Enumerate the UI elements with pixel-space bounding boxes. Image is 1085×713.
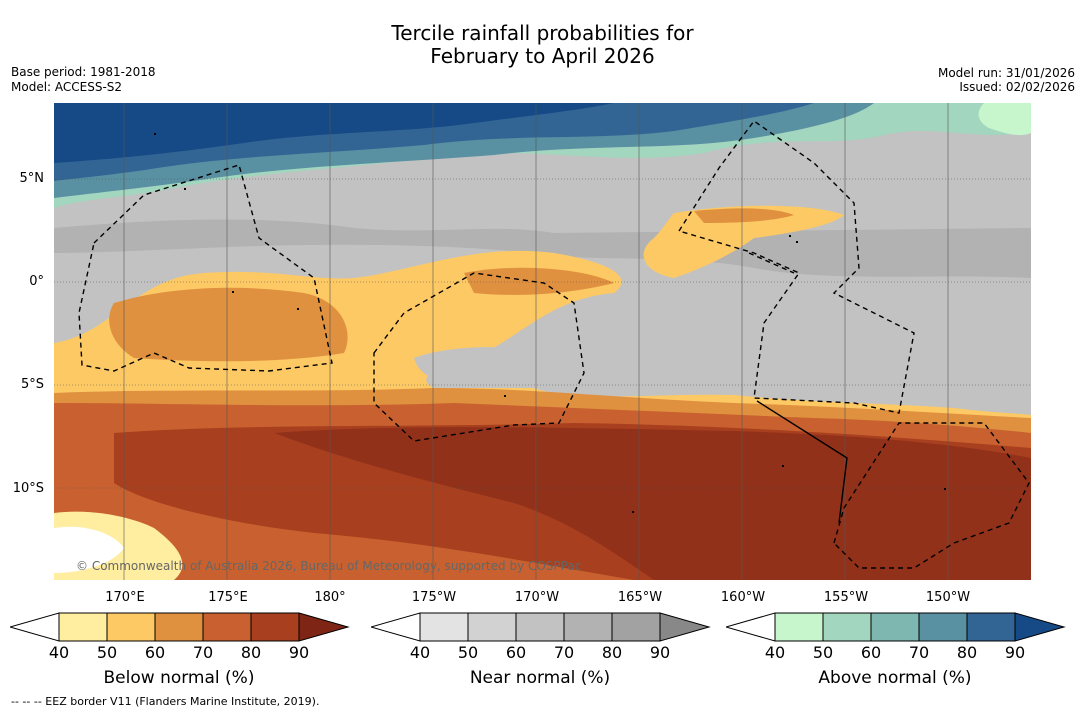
near-normal-cell-central: [414, 347, 554, 386]
below-tick-50: 50: [96, 643, 118, 662]
lon-label-160w: 160°W: [720, 590, 766, 605]
near-normal-segment-over-90: [659, 612, 711, 642]
above-normal-band-90: [54, 103, 614, 163]
near-tick-60: 60: [505, 643, 527, 662]
lon-label-180: 180°: [314, 590, 346, 605]
base-period: Base period: 1981-2018: [11, 65, 156, 79]
near-normal-segment-40-50: [419, 612, 469, 642]
longitude-gridlines: [123, 103, 949, 580]
near-tick-80: 80: [601, 643, 623, 662]
near-tick-90: 90: [649, 643, 671, 662]
above-normal-segment-80-90: [966, 612, 1016, 642]
lon-label-170w: 170°W: [514, 590, 560, 605]
lon-label-170e: 170°E: [105, 590, 145, 605]
map-title-line2: February to April 2026: [430, 44, 655, 68]
near-normal-segment-50-60: [467, 612, 517, 642]
above-tick-40: 40: [764, 643, 786, 662]
lon-label-175e: 175°E: [208, 590, 248, 605]
below-tick-90: 90: [288, 643, 310, 662]
below-normal-segment-60-70: [154, 612, 204, 642]
below-normal-band-90: [274, 427, 1031, 580]
colorbar-near-normal: [371, 612, 711, 642]
rainfall-probability-map: © Commonwealth of Australia 2026, Bureau…: [54, 103, 1031, 580]
lat-label-10s: 10°S: [12, 481, 44, 496]
near-normal-band-70: [54, 219, 1031, 278]
model-name: Model: ACCESS-S2: [11, 80, 123, 94]
near-normal-title: Near normal (%): [469, 668, 611, 688]
copyright-notice: © Commonwealth of Australia 2026, Bureau…: [76, 559, 581, 573]
near-normal-segment-80-90: [611, 612, 661, 642]
near-tick-70: 70: [553, 643, 575, 662]
below-tick-40: 40: [48, 643, 70, 662]
model-run: Model run: 31/01/2026: [937, 66, 1075, 80]
below-normal-cell-central: [464, 267, 614, 295]
lat-label-0: 0°: [29, 274, 44, 289]
above-tick-90: 90: [1004, 643, 1026, 662]
below-tick-60: 60: [144, 643, 166, 662]
lon-label-155w: 155°W: [823, 590, 869, 605]
below-normal-segment-80-90: [250, 612, 300, 642]
lat-label-5n: 5°N: [19, 171, 45, 186]
below-tick-80: 80: [240, 643, 262, 662]
lon-label-175w: 175°W: [411, 590, 457, 605]
below-normal-segment-50-60: [106, 612, 156, 642]
eez-border-legend: -- -- -- EEZ border V11 (Flanders Marine…: [11, 695, 320, 708]
map-title-line1: Tercile rainfall probabilities for: [391, 21, 694, 45]
below-normal-segment-40-50: [58, 612, 108, 642]
above-normal-segment-60-70: [870, 612, 920, 642]
above-normal-segment-50-60: [822, 612, 872, 642]
near-normal-segment-70-80: [563, 612, 613, 642]
eez-solid-border: [756, 400, 848, 524]
below-normal-segment-over-90: [298, 612, 350, 642]
near-tick-50: 50: [457, 643, 479, 662]
near-tick-40: 40: [409, 643, 431, 662]
near-normal-segment-60-70: [515, 612, 565, 642]
island-markers: [154, 133, 946, 513]
colorbar-below-normal: [10, 612, 350, 642]
above-normal-segment-70-80: [918, 612, 968, 642]
below-normal-segment-70-80: [202, 612, 252, 642]
above-tick-60: 60: [860, 643, 882, 662]
above-normal-segment-over-90: [1014, 612, 1066, 642]
below-normal-cell-north-core: [694, 208, 794, 223]
above-tick-70: 70: [908, 643, 930, 662]
below-normal-title: Below normal (%): [103, 668, 255, 688]
below-normal-cell-west: [109, 287, 348, 362]
no-dominant-category-region: [54, 526, 124, 573]
above-normal-band-40: [978, 103, 1031, 136]
above-tick-50: 50: [812, 643, 834, 662]
eez-borders: [78, 120, 1030, 569]
below-tick-70: 70: [192, 643, 214, 662]
above-tick-80: 80: [956, 643, 978, 662]
above-normal-segment-40-50: [774, 612, 824, 642]
lon-label-150w: 150°W: [925, 590, 971, 605]
latitude-gridlines: [54, 178, 1031, 489]
below-normal-cell-north: [643, 205, 844, 278]
issued-date: Issued: 02/02/2026: [959, 80, 1075, 94]
colorbar-above-normal: [726, 612, 1066, 642]
lat-label-5s: 5°S: [20, 377, 44, 392]
lon-label-165w: 165°W: [617, 590, 663, 605]
above-normal-title: Above normal (%): [818, 668, 972, 688]
